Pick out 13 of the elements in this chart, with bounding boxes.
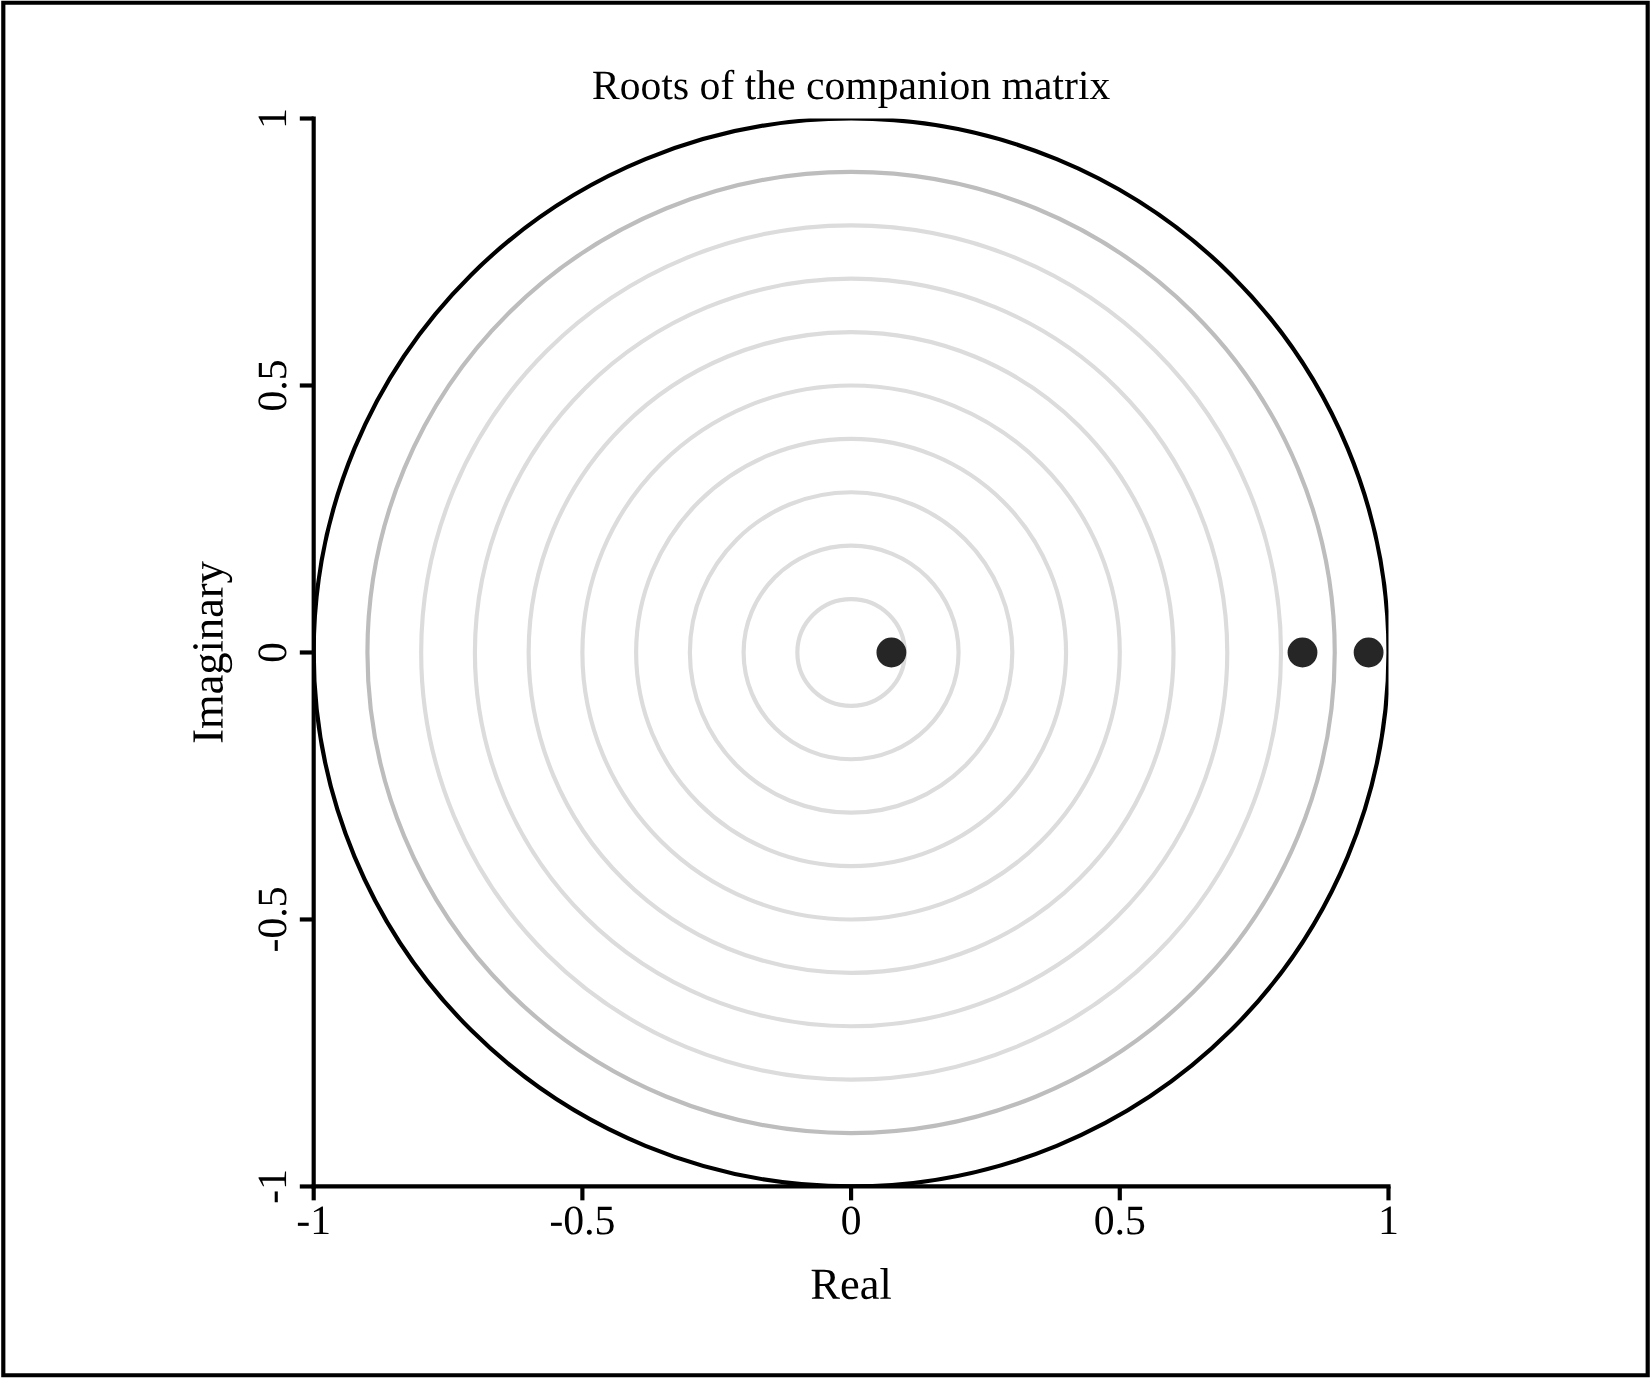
y-tick-label: -0.5 [258, 888, 287, 951]
y-tick-label: 0.5 [258, 361, 287, 410]
chart-title: Roots of the companion matrix [593, 69, 1110, 108]
y-tick-label: 0 [258, 643, 287, 662]
x-tick-label: 1 [1381, 1206, 1397, 1235]
y-tick-label: 1 [258, 110, 287, 126]
x-tick-label: 0.5 [1095, 1206, 1145, 1235]
x-tick-label: -1 [297, 1206, 329, 1235]
x-tick-label: -0.5 [550, 1206, 614, 1235]
y-tick-label: -1 [258, 1171, 287, 1203]
y-axis-title: Imaginary [193, 561, 233, 743]
x-axis-title: Real [811, 1267, 891, 1300]
x-tick-label: 0 [842, 1206, 860, 1235]
